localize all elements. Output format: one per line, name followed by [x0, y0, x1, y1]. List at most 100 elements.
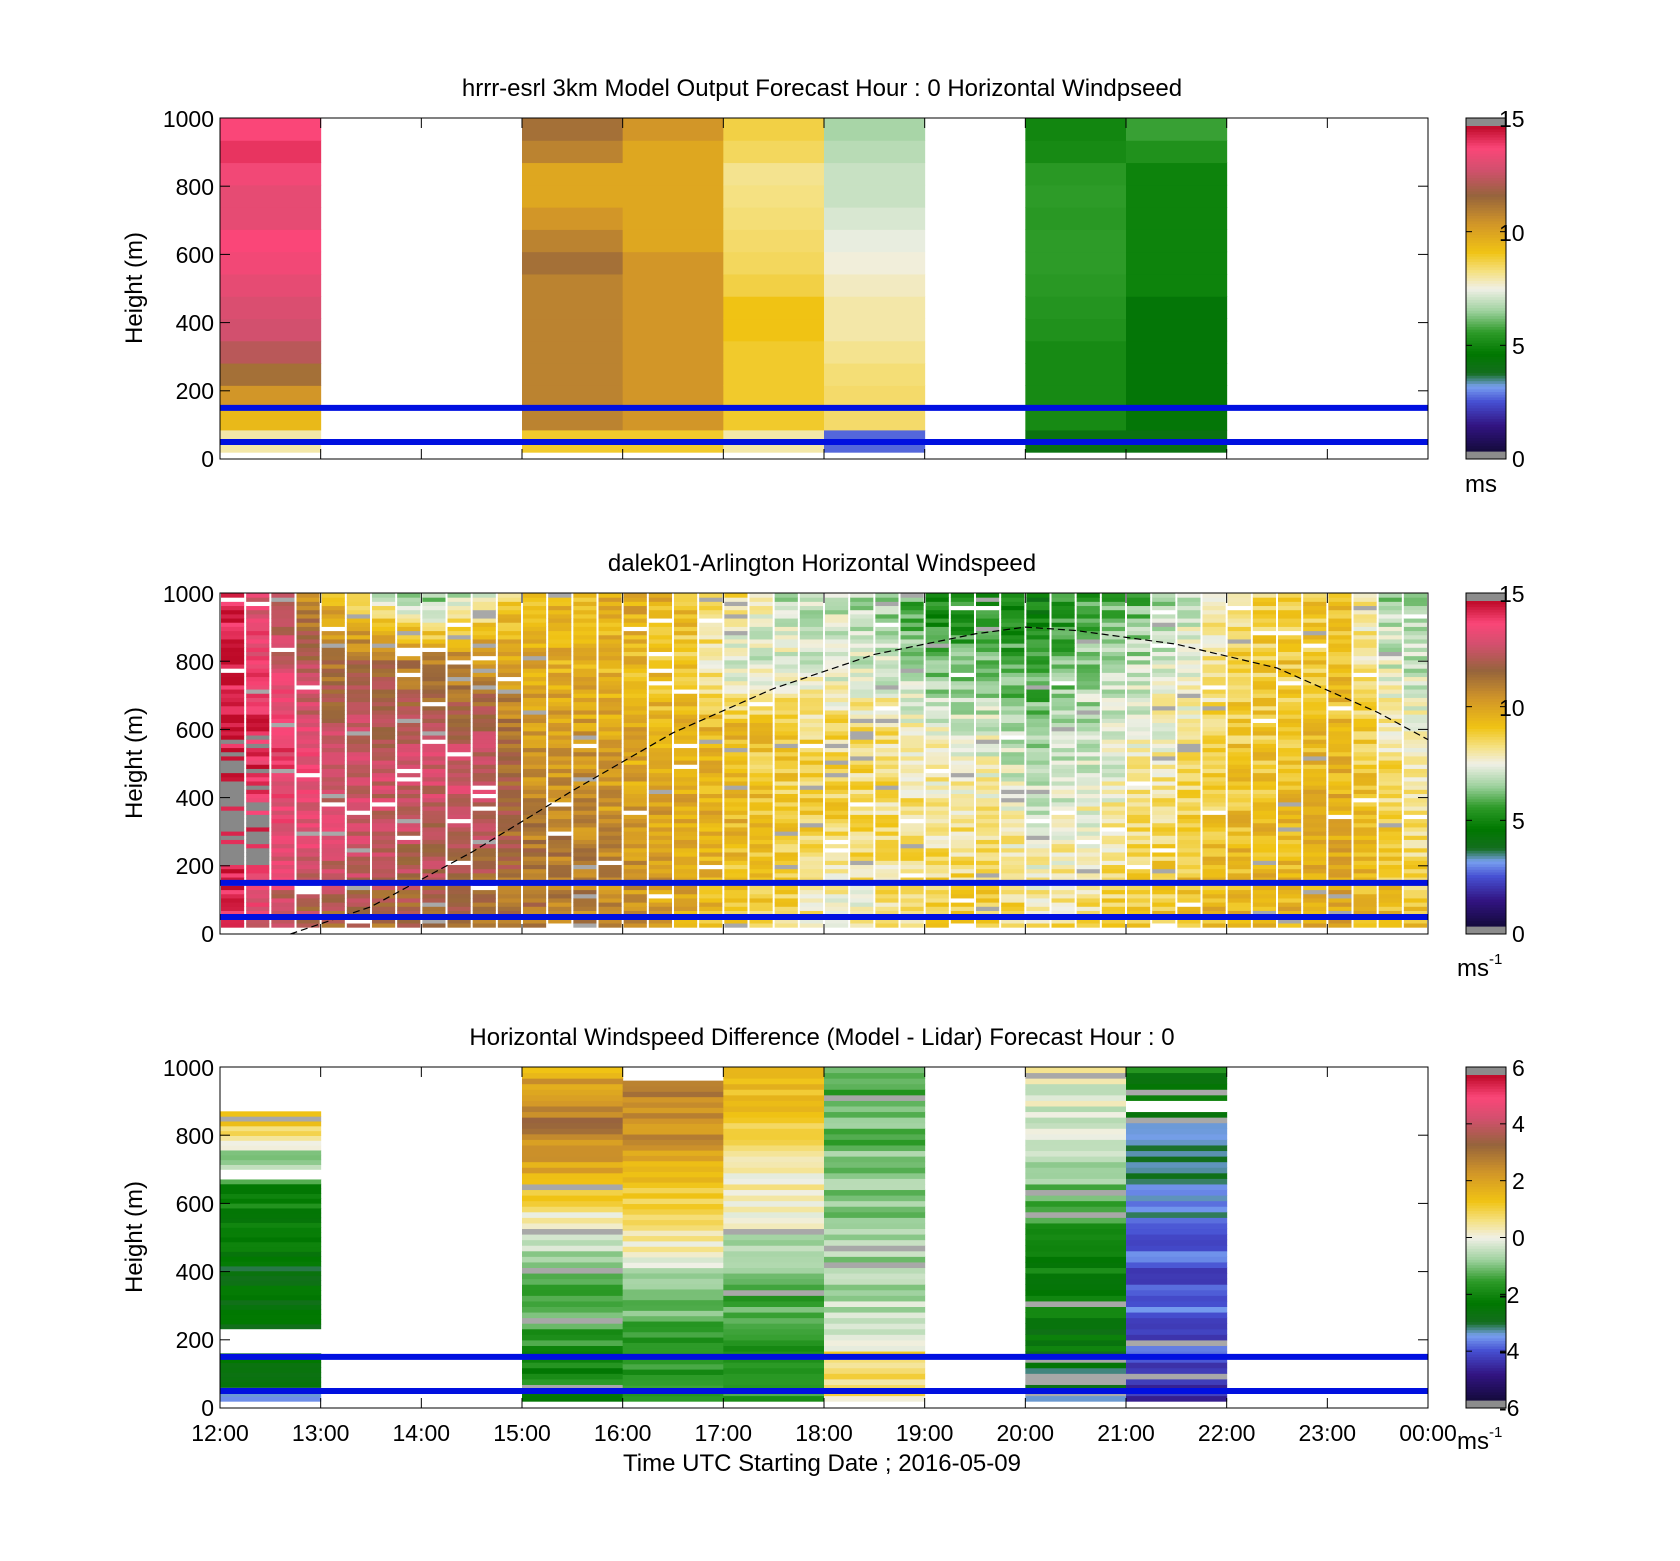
heatmap-cell	[1126, 1317, 1228, 1324]
heatmap-cell	[674, 630, 698, 636]
heatmap-cell	[925, 780, 949, 786]
heatmap-cell	[1353, 864, 1377, 870]
heatmap-cell	[1076, 630, 1100, 636]
heatmap-cell	[622, 1246, 724, 1253]
heatmap-cell	[699, 680, 723, 686]
heatmap-cell	[221, 814, 245, 820]
heatmap-cell	[221, 793, 245, 799]
heatmap-cell	[1025, 1245, 1127, 1252]
heatmap-cell	[900, 680, 924, 686]
heatmap-cell	[1252, 726, 1276, 732]
heatmap-cell	[346, 647, 370, 652]
heatmap-cell	[674, 593, 698, 598]
heatmap-cell	[900, 839, 924, 845]
heatmap-cell	[522, 385, 624, 409]
heatmap-cell	[1101, 923, 1125, 928]
heatmap-cell	[774, 822, 798, 828]
heatmap-cell	[1177, 726, 1201, 732]
heatmap-cell	[850, 689, 874, 694]
heatmap-cell	[422, 868, 446, 874]
heatmap-cell	[523, 785, 547, 790]
heatmap-cell	[246, 755, 270, 761]
heatmap-cell	[648, 693, 672, 698]
heatmap-cell	[447, 701, 471, 707]
heatmap-cell	[497, 839, 521, 845]
heatmap-cell	[221, 626, 245, 632]
heatmap-cell	[1177, 634, 1201, 640]
panel1-colorbar-tick-label: 10	[1499, 220, 1525, 246]
heatmap-cell	[749, 860, 773, 866]
heatmap-cell	[1152, 889, 1176, 895]
heatmap-cell	[1127, 597, 1151, 602]
heatmap-cell	[1353, 676, 1377, 682]
heatmap-cell	[648, 689, 672, 694]
heatmap-cell	[1001, 701, 1025, 707]
heatmap-cell	[1202, 638, 1226, 644]
heatmap-cell	[246, 902, 270, 907]
heatmap-cell	[699, 864, 723, 870]
heatmap-cell	[1378, 605, 1402, 611]
heatmap-cell	[472, 793, 496, 799]
heatmap-cell	[1278, 906, 1302, 911]
heatmap-cell	[648, 810, 672, 815]
heatmap-cell	[749, 659, 773, 665]
heatmap-cell	[573, 697, 597, 703]
heatmap-cell	[221, 722, 245, 728]
heatmap-cell	[397, 638, 421, 644]
heatmap-cell	[422, 722, 446, 728]
heatmap-cell	[674, 789, 698, 795]
heatmap-cell	[346, 593, 370, 598]
panel2-reference-lines	[220, 879, 1428, 920]
colorbar-swatch	[1466, 1345, 1506, 1350]
heatmap-cell	[522, 1167, 624, 1174]
heatmap-cell	[749, 764, 773, 769]
heatmap-cell	[1202, 735, 1226, 740]
heatmap-cell	[246, 747, 270, 753]
heatmap-cell	[925, 689, 949, 694]
colorbar-swatch	[1466, 356, 1506, 360]
heatmap-cell	[271, 743, 295, 749]
heatmap-cell	[447, 726, 471, 732]
heatmap-cell	[976, 747, 1000, 753]
heatmap-cell	[220, 1154, 322, 1161]
heatmap-cell	[1202, 643, 1226, 648]
heatmap-cell	[648, 872, 672, 878]
heatmap-cell	[850, 872, 874, 878]
heatmap-cell	[1278, 918, 1302, 924]
heatmap-cell	[598, 831, 622, 836]
heatmap-cell	[875, 697, 899, 703]
heatmap-cell	[1252, 910, 1276, 916]
heatmap-cell	[1127, 868, 1151, 874]
heatmap-cell	[925, 826, 949, 832]
heatmap-cell	[346, 697, 370, 703]
heatmap-cell	[372, 847, 396, 853]
heatmap-cell	[522, 1172, 624, 1179]
heatmap-cell	[1127, 822, 1151, 828]
heatmap-cell	[497, 705, 521, 711]
heatmap-cell	[799, 814, 823, 820]
heatmap-cell	[1177, 739, 1201, 744]
colorbar-swatch	[1466, 1310, 1506, 1314]
heatmap-cell	[1353, 810, 1377, 815]
heatmap-cell	[1252, 822, 1276, 828]
heatmap-cell	[573, 684, 597, 690]
heatmap-cell	[1378, 818, 1402, 824]
heatmap-cell	[1001, 843, 1025, 849]
colorbar-swatch	[1466, 1194, 1506, 1198]
colorbar-swatch	[1466, 394, 1506, 398]
heatmap-cell	[724, 739, 748, 744]
colorbar-swatch	[1466, 622, 1506, 626]
heatmap-cell	[925, 856, 949, 861]
heatmap-cell	[1126, 1278, 1228, 1285]
heatmap-cell	[1403, 668, 1427, 673]
heatmap-cell	[1328, 797, 1352, 803]
heatmap-cell	[1227, 647, 1251, 652]
heatmap-cell	[573, 835, 597, 840]
heatmap-cell	[1051, 722, 1075, 728]
heatmap-cell	[1202, 877, 1226, 882]
heatmap-cell	[1001, 747, 1025, 753]
panel2-colorbar-unit-sup: -1	[1489, 951, 1502, 968]
heatmap-cell	[774, 705, 798, 711]
heatmap-cell	[221, 860, 245, 866]
